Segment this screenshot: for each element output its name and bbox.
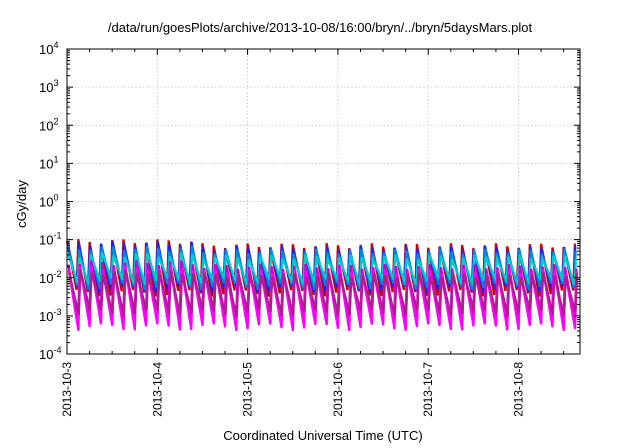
y-tick-label: 104 <box>39 40 58 57</box>
y-tick-label: 102 <box>39 116 58 133</box>
x-tick-label: 2013-10-3 <box>60 362 74 417</box>
chart-title: /data/run/goesPlots/archive/2013-10-08/1… <box>108 20 533 35</box>
x-tick-label: 2013-10-7 <box>421 362 435 417</box>
y-axis-label: cGy/day <box>14 180 29 228</box>
x-tick-label: 2013-10-8 <box>512 362 526 417</box>
y-tick-label: 101 <box>39 154 58 171</box>
series-line <box>66 240 577 294</box>
y-tick-label: 10-4 <box>39 345 61 362</box>
y-tick-label: 10-3 <box>39 307 61 324</box>
axis-ticks <box>66 48 580 355</box>
y-tick-label: 10-1 <box>39 231 61 248</box>
y-tick-label: 103 <box>39 78 58 95</box>
y-tick-labels: 104 103 102 101 100 10-1 10-2 10-3 10-4 <box>39 40 61 362</box>
x-tick-label: 2013-10-5 <box>241 362 255 417</box>
series-line <box>66 245 577 291</box>
x-tick-label: 2013-10-4 <box>150 362 164 417</box>
x-axis-label: Coordinated Universal Time (UTC) <box>223 428 422 443</box>
series-lines <box>65 238 579 332</box>
series-line <box>68 269 579 317</box>
series-line <box>67 252 578 286</box>
series-line <box>65 238 576 297</box>
x-tick-label: 2013-10-6 <box>331 362 345 417</box>
x-tick-labels: 2013-10-3 2013-10-4 2013-10-5 2013-10-6 2013… <box>60 362 526 417</box>
y-tick-label: 100 <box>39 193 58 210</box>
y-tick-label: 10-2 <box>39 269 61 286</box>
series-line <box>67 265 578 332</box>
